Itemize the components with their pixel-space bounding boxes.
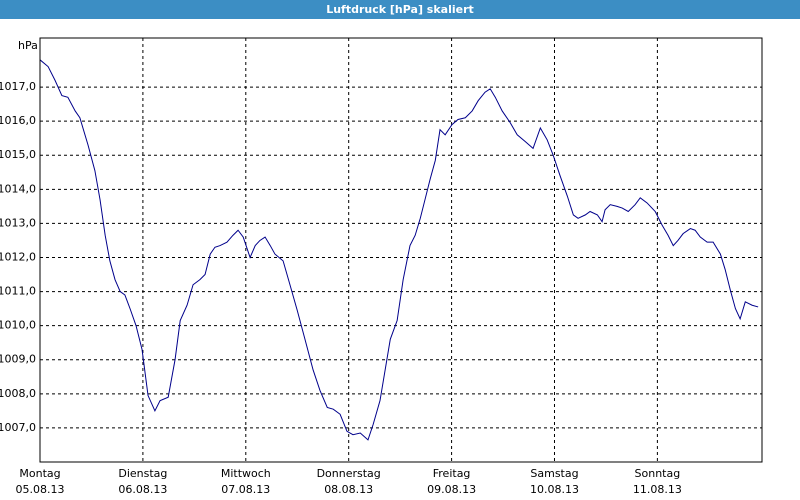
y-tick-label: 1017,0 xyxy=(0,80,36,93)
x-tick-date: 05.08.13 xyxy=(16,483,65,496)
title-bar xyxy=(0,0,800,19)
plot-area xyxy=(39,37,763,463)
x-tick-label: Dienstag xyxy=(118,467,167,480)
x-tick-date: 11.08.13 xyxy=(633,483,682,496)
y-tick-label: 1008,0 xyxy=(0,387,36,400)
y-tick-label: 1009,0 xyxy=(0,353,36,366)
y-tick-label: 1011,0 xyxy=(0,285,36,298)
y-tick-label: 1016,0 xyxy=(0,114,36,127)
plot-border xyxy=(39,37,763,463)
y-tick-label: 1015,0 xyxy=(0,148,36,161)
x-tick-label: Samstag xyxy=(530,467,578,480)
x-tick-label: Mittwoch xyxy=(221,467,271,480)
x-tick-date: 10.08.13 xyxy=(530,483,579,496)
x-tick-date: 08.08.13 xyxy=(324,483,373,496)
x-tick-label: Donnerstag xyxy=(317,467,381,480)
x-tick-date: 07.08.13 xyxy=(221,483,270,496)
x-tick-date: 06.08.13 xyxy=(118,483,167,496)
line-series xyxy=(39,59,759,441)
x-tick-label: Montag xyxy=(19,467,60,480)
y-tick-label: 1007,0 xyxy=(0,421,36,434)
chart-title: Luftdruck [hPa] skaliert xyxy=(326,3,474,16)
x-tick-label: Freitag xyxy=(433,467,471,480)
x-tick-date: 09.08.13 xyxy=(427,483,476,496)
y-tick-label: 1010,0 xyxy=(0,319,36,332)
x-tick-label: Sonntag xyxy=(635,467,681,480)
y-tick-label: 1014,0 xyxy=(0,182,36,195)
y-tick-label: 1012,0 xyxy=(0,250,36,263)
y-axis-unit: hPa xyxy=(18,39,38,52)
y-tick-label: 1013,0 xyxy=(0,216,36,229)
